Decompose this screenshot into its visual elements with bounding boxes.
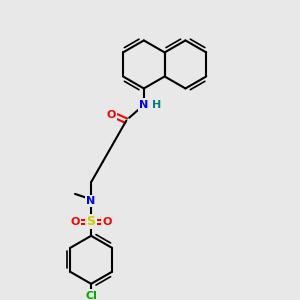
Text: O: O [103,217,112,227]
Text: N: N [139,100,148,110]
Text: O: O [70,217,80,227]
Text: N: N [86,196,96,206]
Text: S: S [87,215,96,228]
Text: H: H [152,100,161,110]
Text: Cl: Cl [85,291,97,300]
Text: O: O [107,110,116,120]
